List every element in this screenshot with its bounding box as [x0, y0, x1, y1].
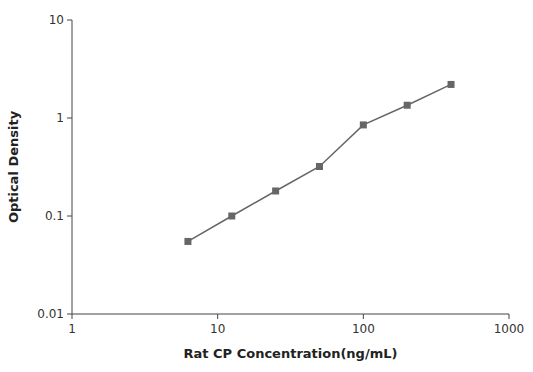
y-tick-label: 0.1: [45, 209, 64, 223]
x-tick-label: 100: [352, 322, 375, 336]
x-tick-label: 1: [68, 322, 76, 336]
chart: 1 10 100 1000 0.01 0.1 1 10 Rat CP Concentration…: [0, 0, 533, 372]
y-tick: [67, 216, 72, 217]
y-tick: [67, 314, 72, 315]
marker: [448, 81, 455, 88]
marker: [360, 121, 367, 128]
y-tick-label: 10: [49, 13, 64, 27]
x-tick: [363, 314, 364, 319]
x-tick-label: 1000: [494, 322, 525, 336]
marker: [184, 238, 191, 245]
line: [188, 84, 451, 241]
y-tick: [67, 20, 72, 21]
x-axis-label: Rat CP Concentration(ng/mL): [184, 346, 398, 361]
marker: [404, 102, 411, 109]
y-axis-line: [72, 20, 73, 314]
plot-area: [184, 81, 454, 245]
marker: [228, 213, 235, 220]
y-tick-label: 1: [56, 111, 64, 125]
y-axis-label: Optical Density: [6, 110, 21, 223]
x-tick: [509, 314, 510, 319]
y-tick-label: 0.01: [37, 307, 64, 321]
marker: [272, 187, 279, 194]
marker: [316, 163, 323, 170]
x-tick-label: 10: [210, 322, 225, 336]
y-tick: [67, 118, 72, 119]
x-tick: [217, 314, 218, 319]
x-axis-line: [72, 314, 509, 315]
x-tick: [72, 314, 73, 319]
